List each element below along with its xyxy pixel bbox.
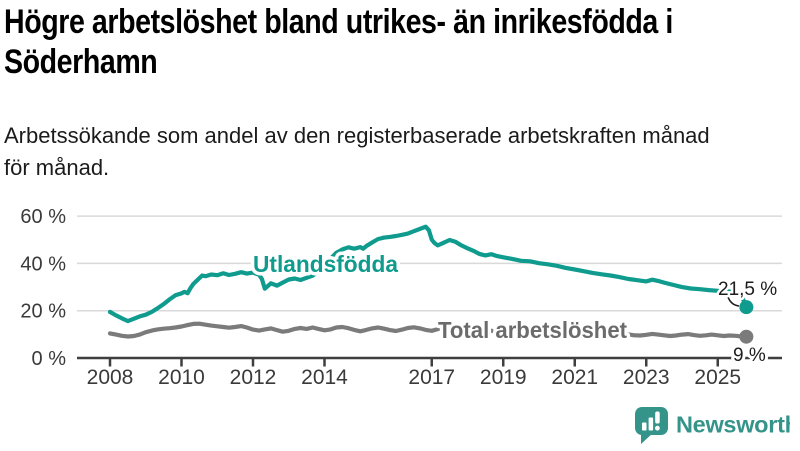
y-tick-label: 20 % — [20, 301, 66, 323]
x-tick-label: 2010 — [158, 366, 205, 389]
x-tick-label: 2017 — [408, 366, 455, 389]
series-line-utlandsfodda — [107, 224, 749, 324]
chart-subtitle: Arbetssökande som andel av den registerb… — [4, 120, 710, 184]
newsworthy-brand-text: Newsworthy — [676, 412, 790, 438]
series-label-utlandsfodda: Utlandsfödda — [253, 251, 398, 277]
end-value-label-utlandsfodda: 21,5 % — [718, 279, 777, 300]
chart-title-line1: Högre arbetslöshet bland utrikes- än inr… — [4, 3, 673, 41]
chart-subtitle-line2: för månad. — [4, 155, 110, 180]
x-tick-label: 2025 — [694, 366, 741, 389]
x-tick-label: 2012 — [230, 366, 277, 389]
chart-subtitle-line1: Arbetssökande som andel av den registerb… — [4, 123, 710, 148]
speech-bubble-chart-icon — [635, 407, 668, 444]
series-label-total-arbetsloshet: Total arbetslöshet — [438, 317, 627, 343]
y-tick-label: 60 % — [20, 206, 66, 228]
end-value-label-total: 9 % — [733, 345, 766, 366]
series-end-dot-utlandsfodda — [739, 300, 754, 315]
newsworthy-logo-svg: Newsworthy — [635, 407, 800, 444]
x-tick-label: 2019 — [480, 366, 527, 389]
x-tick-label: 2023 — [623, 366, 670, 389]
series-line-total-arbetsloshet — [107, 321, 749, 339]
newsworthy-logo: Newsworthy — [630, 404, 800, 446]
chart-title-line2: Söderhamn — [4, 43, 158, 81]
x-tick-label: 2021 — [551, 366, 598, 389]
x-tick-label: 2014 — [301, 366, 348, 389]
end-label-connector — [727, 296, 740, 307]
y-tick-label: 40 % — [20, 253, 66, 275]
chart-title: Högre arbetslöshet bland utrikes- än inr… — [4, 2, 800, 82]
x-tick-label: 2008 — [87, 366, 134, 389]
y-tick-label: 0 % — [32, 348, 67, 370]
series-end-dot-total-arbetsloshet — [739, 329, 754, 344]
